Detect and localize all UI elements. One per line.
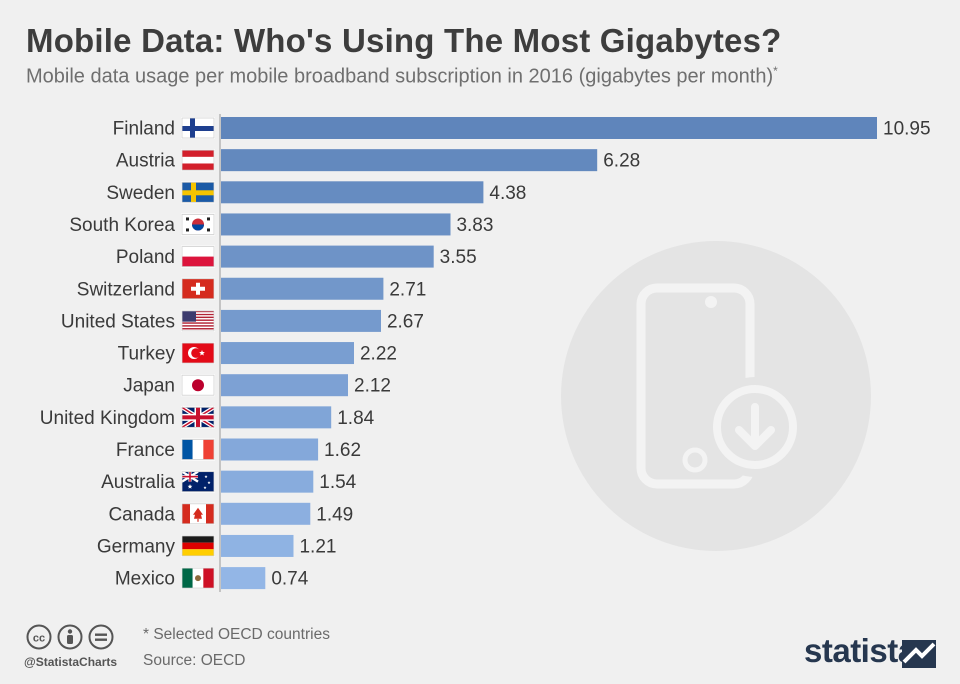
value-label: 0.74 [271, 569, 308, 590]
category-label: Canada [108, 504, 175, 525]
france-flag-icon [181, 438, 215, 461]
statista-logo[interactable]: statista [804, 632, 916, 669]
statista-logo-mark-icon [902, 640, 936, 668]
category-label: United States [61, 311, 175, 332]
category-label: Finland [113, 119, 175, 140]
value-label: 2.71 [389, 279, 426, 300]
bar-mexico [221, 567, 266, 590]
turkey-flag-icon [181, 342, 215, 365]
value-label: 1.62 [324, 440, 361, 461]
australia-flag-icon [181, 470, 215, 493]
value-label: 1.84 [337, 408, 374, 429]
category-label: Austria [116, 151, 176, 172]
bar-france [221, 438, 319, 461]
sweden-flag-icon [181, 181, 215, 204]
nd-icon [88, 624, 114, 650]
value-label: 1.21 [299, 536, 336, 557]
category-label: Switzerland [77, 279, 175, 300]
united-states-flag-icon [181, 309, 215, 332]
category-label: Sweden [106, 183, 175, 204]
license-icons: cc [26, 624, 114, 650]
value-label: 2.22 [360, 344, 397, 365]
chart-title: Mobile Data: Who's Using The Most Gigaby… [26, 22, 782, 59]
finland-flag-icon [181, 117, 215, 139]
bar-sweden [221, 181, 484, 204]
bar-finland [221, 117, 877, 139]
category-label: Mexico [115, 569, 175, 590]
by-icon [57, 624, 83, 650]
mexico-flag-icon [181, 567, 215, 590]
category-label: South Korea [69, 215, 175, 236]
bar-germany [221, 534, 294, 557]
category-label: Turkey [118, 344, 176, 365]
united-kingdom-flag-icon [180, 405, 216, 430]
value-label: 1.54 [319, 472, 356, 493]
value-label: 2.67 [387, 311, 424, 332]
bar-switzerland [221, 277, 384, 300]
canada-flag-icon [181, 502, 215, 525]
category-label: Germany [97, 536, 176, 557]
phone-download-icon [561, 241, 871, 551]
switzerland-flag-icon [181, 277, 215, 300]
category-label: Australia [101, 472, 175, 493]
bar-japan [221, 374, 348, 397]
bar-austria [221, 149, 598, 172]
south-korea-flag-icon [181, 213, 215, 236]
cc-icon: cc [26, 624, 52, 650]
footnote: * Selected OECD countries [143, 626, 330, 643]
statista-handle: @StatistaCharts [24, 655, 118, 669]
bar-turkey [221, 342, 354, 365]
subtitle-text: Mobile data usage per mobile broadband s… [26, 65, 774, 88]
bar-canada [221, 502, 311, 525]
subtitle-footnote-mark: * [773, 64, 778, 78]
category-label: Japan [123, 376, 175, 397]
category-label: United Kingdom [40, 408, 175, 429]
chart-subtitle: Mobile data usage per mobile broadband s… [26, 64, 778, 89]
bar-south-korea [221, 213, 451, 236]
value-label: 2.12 [354, 376, 391, 397]
value-label: 3.83 [456, 215, 493, 236]
source-note: Source: OECD [143, 652, 246, 669]
austria-flag-icon [181, 149, 215, 172]
value-label: 6.28 [603, 151, 640, 172]
bar-australia [221, 470, 314, 493]
value-label: 4.38 [489, 183, 526, 204]
category-label: France [116, 440, 175, 461]
svg-text:cc: cc [33, 633, 45, 645]
bar-united-states [221, 309, 381, 332]
category-label: Poland [116, 247, 175, 268]
poland-flag-icon [181, 245, 215, 268]
value-label: 3.55 [440, 247, 477, 268]
value-label: 1.49 [316, 504, 353, 525]
bar-poland [221, 245, 434, 268]
value-label: 10.95 [883, 119, 931, 140]
germany-flag-icon [181, 534, 215, 557]
bar-united-kingdom [221, 406, 332, 429]
japan-flag-icon [181, 374, 215, 397]
